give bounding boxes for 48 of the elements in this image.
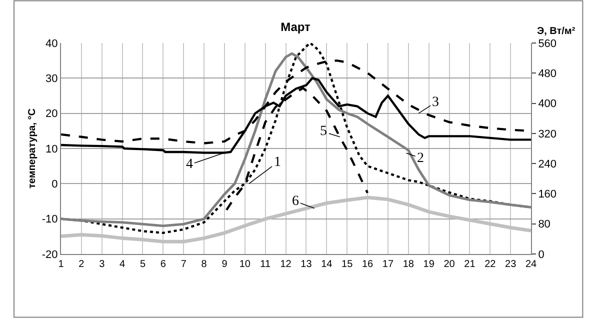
y2-tick-label: 0 [538, 248, 544, 261]
y2-tick-label: 320 [538, 128, 557, 140]
annotation: 2 [417, 151, 424, 166]
x-tick-label: 18 [402, 259, 414, 270]
x-tick-label: 19 [423, 259, 435, 270]
y2-axis-title: Э, Вт/м² [537, 26, 576, 37]
y2-tick-label: 480 [538, 68, 557, 80]
x-tick-label: 15 [342, 259, 354, 270]
x-tick-label: 16 [362, 259, 374, 270]
x-tick-label: 10 [239, 259, 251, 270]
x-tick-label: 1 [58, 259, 64, 270]
x-tick-label: 14 [321, 259, 333, 270]
x-tick-label: 4 [120, 259, 126, 270]
x-tick-label: 22 [484, 259, 496, 270]
x-tick-label: 9 [222, 259, 228, 270]
x-tick-label: 23 [505, 259, 517, 270]
y2-tick-label: 160 [538, 188, 557, 201]
x-tick-label: 8 [201, 259, 208, 270]
y-tick-label: 10 [46, 143, 58, 156]
annotation: 3 [432, 95, 439, 110]
x-tick-label: 6 [160, 259, 166, 270]
y2-tick-label: 80 [538, 218, 550, 231]
y-tick-label: 20 [46, 108, 58, 120]
annotation: 6 [292, 194, 299, 209]
y-tick-label: 0 [52, 178, 58, 191]
annotation: 1 [274, 155, 281, 170]
chart-title: Март [280, 20, 311, 34]
x-tick-label: 7 [180, 259, 187, 270]
y-axis-title: температура, °C [26, 108, 38, 189]
y-tick-label: 40 [46, 38, 58, 50]
x-tick-label: 11 [260, 259, 271, 270]
annotation: 5 [320, 124, 327, 139]
x-tick-label: 21 [464, 259, 476, 270]
x-tick-label: 20 [444, 259, 456, 270]
y-tick-label: 30 [46, 73, 58, 86]
y-tick-label: -20 [42, 248, 58, 261]
x-tick-label: 3 [99, 259, 106, 270]
x-tick-label: 13 [300, 259, 312, 270]
annotation: 4 [186, 157, 193, 172]
x-tick-label: 5 [140, 259, 146, 270]
y2-tick-label: 400 [538, 98, 557, 110]
y2-tick-label: 240 [538, 158, 557, 170]
y-tick-label: -10 [42, 214, 58, 226]
y2-tick-label: 560 [538, 38, 557, 50]
x-tick-label: 12 [280, 259, 292, 270]
x-tick-label: 2 [78, 259, 85, 270]
x-tick-label: 24 [525, 259, 537, 270]
x-tick-label: 17 [382, 259, 394, 270]
